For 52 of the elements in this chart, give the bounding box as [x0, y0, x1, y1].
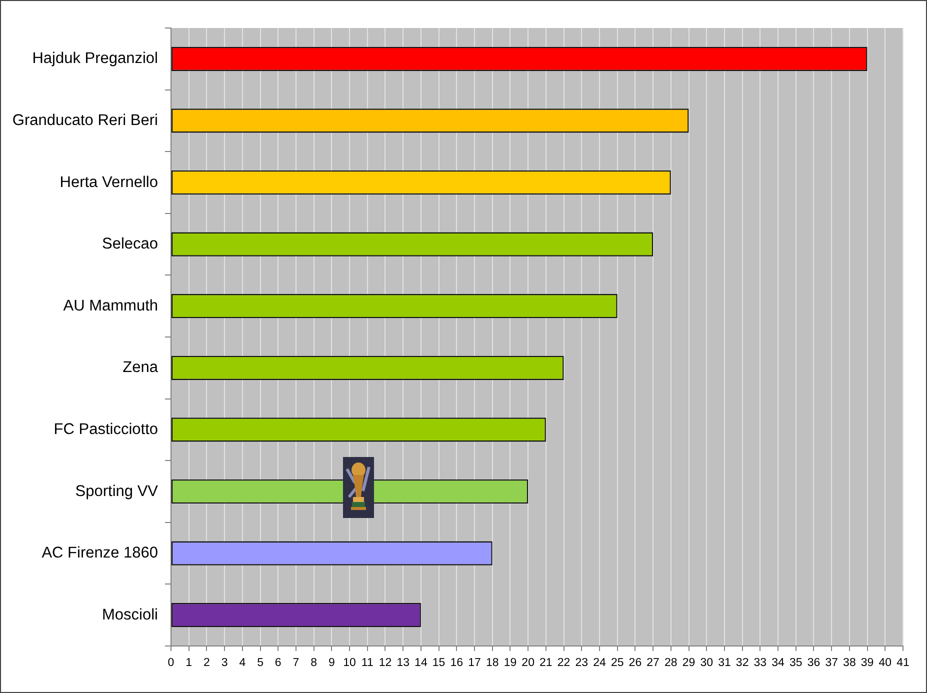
x-tick-label: 0	[168, 657, 174, 670]
y-tick-label: Sporting VV	[75, 482, 159, 500]
x-tick-label: 21	[540, 657, 552, 670]
x-tick-label: 2	[204, 657, 210, 670]
x-tick-label: 23	[575, 657, 588, 670]
x-tick-label: 11	[361, 657, 374, 670]
x-tick-label: 39	[860, 657, 874, 670]
x-tick-label: 35	[789, 657, 802, 670]
x-tick-label: 31	[718, 657, 731, 670]
x-tick-label: 22	[557, 657, 570, 670]
y-tick-label: FC Pasticciotto	[54, 420, 158, 438]
x-tick-label: 20	[522, 657, 534, 670]
x-tick-label: 9	[328, 657, 335, 670]
x-tick-label: 1	[186, 657, 192, 670]
x-tick-label: 5	[257, 657, 264, 670]
x-tick-label: 26	[628, 657, 642, 670]
x-tick-label: 12	[378, 657, 392, 670]
x-tick-label: 19	[504, 657, 517, 670]
x-tick-label: 37	[825, 657, 838, 670]
x-tick-label: 18	[486, 657, 499, 670]
x-tick-label: 24	[593, 657, 606, 670]
y-tick-label: Herta Vernello	[60, 174, 158, 191]
x-tick-label: 41	[896, 657, 910, 670]
y-tick-label: Hajduk Preganziol	[32, 50, 158, 68]
x-tick-label: 29	[682, 657, 696, 670]
x-tick-label: 15	[432, 657, 446, 670]
x-tick-label: 7	[292, 657, 300, 670]
y-tick-label: Selecao	[102, 236, 158, 253]
x-tick-label: 38	[843, 657, 856, 670]
x-tick-label: 30	[700, 657, 714, 670]
x-tick-label: 4	[239, 657, 246, 670]
x-tick-label: 40	[878, 657, 892, 670]
x-tick-label: 14	[414, 657, 428, 670]
x-tick-label: 10	[343, 657, 356, 670]
y-tick-label: Zena	[122, 359, 158, 376]
x-tick-label: 8	[310, 657, 318, 670]
x-tick-label: 3	[221, 657, 228, 670]
y-tick-label: AU Mammuth	[63, 297, 158, 314]
x-tick-label: 34	[772, 657, 786, 670]
x-tick-label: 16	[450, 657, 464, 670]
x-tick-label: 17	[468, 657, 481, 670]
x-tick-label: 28	[664, 657, 678, 670]
y-tick-label: Granducato Reri Beri	[12, 112, 158, 129]
x-tick-label: 13	[396, 657, 410, 670]
x-tick-label: 33	[754, 657, 767, 670]
x-tick-label: 36	[807, 657, 820, 670]
y-tick-label: Moscioli	[102, 606, 158, 624]
x-tick-label: 6	[274, 657, 282, 670]
x-tick-label: 25	[610, 657, 624, 670]
x-tick-label: 27	[646, 657, 660, 670]
x-tick-label: 32	[736, 657, 749, 670]
y-tick-label: AC Firenze 1860	[42, 544, 158, 562]
